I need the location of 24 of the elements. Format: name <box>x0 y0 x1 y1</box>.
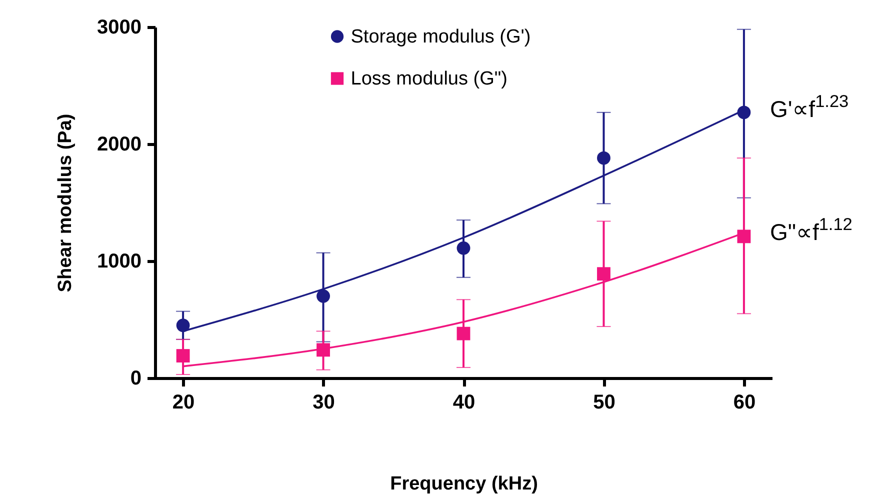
annotation: G"∝f$^{1.12}$ <box>770 214 852 245</box>
legend-label: Storage modulus (G') <box>350 26 531 48</box>
point <box>597 267 610 281</box>
y-tick-label: 1000 <box>97 250 142 272</box>
point <box>597 151 610 165</box>
y-tick-label: 3000 <box>97 16 142 38</box>
x-tick-label: 30 <box>312 392 335 414</box>
point <box>737 230 751 244</box>
legend-label: Loss modulus (G") <box>350 68 508 90</box>
point <box>176 349 190 362</box>
annotation: G'∝f$^{1.23}$ <box>770 91 849 122</box>
point <box>456 241 470 255</box>
point <box>316 289 330 303</box>
x-axis-title: Frequency (kHz) <box>390 474 538 494</box>
point <box>176 318 190 332</box>
y-tick-label: 2000 <box>97 134 142 156</box>
x-tick-label: 60 <box>733 392 756 414</box>
y-tick-label: 0 <box>130 368 142 390</box>
x-tick-label: 20 <box>172 392 195 414</box>
y-axis-title: Shear modulus (Pa) <box>55 114 76 292</box>
x-tick-label: 40 <box>452 392 476 414</box>
point <box>456 326 470 340</box>
point <box>737 106 751 120</box>
x-tick-label: 50 <box>593 392 616 414</box>
